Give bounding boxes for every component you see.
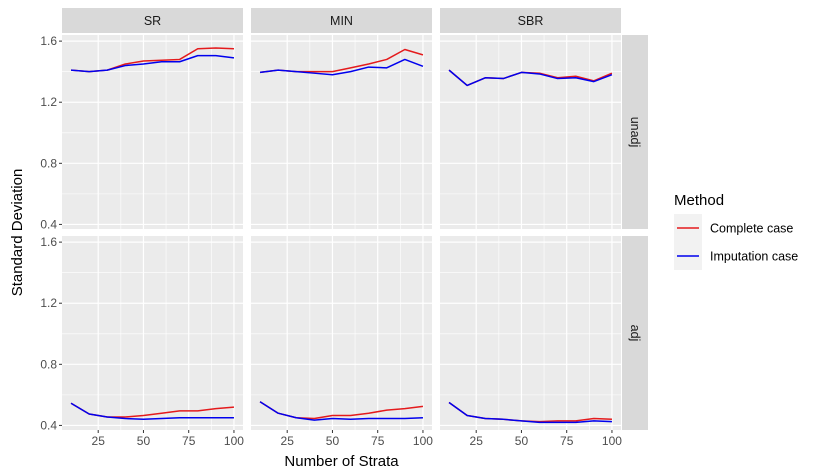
y-axis-title: Standard Deviation [9,169,26,297]
panel-sr-adj [62,236,243,430]
panel-background [62,236,243,430]
y-tick-label: 0.4 [40,217,57,231]
x-tick-label: 75 [371,434,385,448]
series-line-imputation-case [259,401,423,421]
row-strip [622,35,648,229]
axes: 0.4 0.8 1.2 1.6 0.4 0.8 1.2 1.6 25 50 75 100 25 50 75 1… [40,34,622,448]
y-tick-label: 0.8 [40,156,57,170]
series-line-imputation-case [70,402,234,421]
legend-label: Complete case [710,222,793,236]
x-tick-label: 100 [602,434,622,448]
column-strip-label: SBR [518,14,544,28]
legend-label: Imputation case [710,250,798,264]
row-strip-label: unadj [628,117,642,148]
x-tick-label: 25 [281,434,295,448]
panel-background [440,236,621,430]
column-strip-label: MIN [330,14,353,28]
x-tick-label: 50 [326,434,340,448]
y-tick-label: 1.6 [40,235,57,249]
y-tick-label: 1.6 [40,34,57,48]
x-tick-label: 75 [560,434,574,448]
facet-strips: SR MIN SBR unadj adj [62,8,648,430]
panel-sbr-unadj [440,35,621,229]
x-axis-title: Number of Strata [284,453,399,470]
x-tick-label: 50 [137,434,151,448]
y-tick-label: 1.2 [40,296,57,310]
legend-entries: Complete case Imputation case [674,214,798,270]
legend-title: Method [674,192,724,209]
panel-min-adj [251,236,432,430]
column-strip [251,8,432,33]
x-tick-label: 25 [470,434,484,448]
x-tick-label: 100 [413,434,433,448]
row-strip-label: adj [628,325,642,342]
x-tick-label: 75 [182,434,196,448]
x-tick-label: 25 [92,434,106,448]
y-tick-label: 1.2 [40,95,57,109]
panel-background [440,35,621,229]
panel-sr-unadj [62,35,243,229]
panel-background [62,35,243,229]
panels-layer [62,35,621,430]
x-tick-label: 100 [224,434,244,448]
series-line-imputation-case [448,401,612,424]
column-strip-label: SR [144,14,161,28]
series-line-imputation-case [70,54,235,73]
panel-sbr-adj [440,236,621,430]
y-tick-label: 0.8 [40,357,57,371]
row-strip [622,236,648,430]
series-line-imputation-case [448,69,613,87]
panel-background [251,35,432,229]
y-tick-label: 0.4 [40,418,57,432]
legend: Method Complete case Imputation case [674,192,798,270]
panel-background [251,236,432,430]
column-strip [62,8,243,33]
x-tick-label: 50 [515,434,529,448]
series-line-imputation-case [259,58,424,76]
column-strip [440,8,621,33]
panel-min-unadj [251,35,432,229]
